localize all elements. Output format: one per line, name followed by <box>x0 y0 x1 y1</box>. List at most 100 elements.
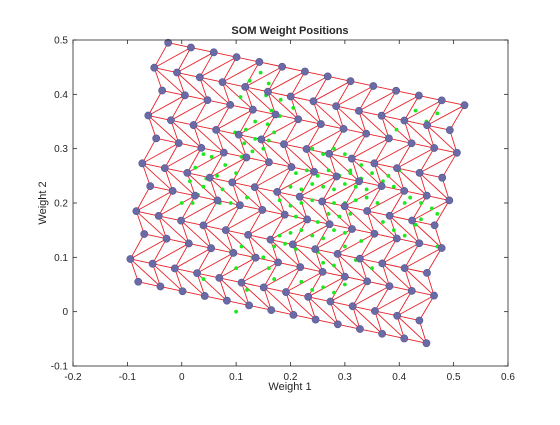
data-point <box>202 152 206 156</box>
data-point <box>359 163 363 167</box>
neuron-marker <box>310 168 317 175</box>
neuron-marker <box>296 193 303 200</box>
data-point <box>310 182 314 186</box>
neuron-marker <box>229 179 236 186</box>
data-point <box>244 128 248 132</box>
data-point <box>370 171 374 175</box>
neuron-marker <box>191 192 198 199</box>
neuron-marker <box>393 235 400 242</box>
neuron-marker <box>341 203 348 210</box>
data-point <box>259 71 263 75</box>
data-point <box>343 283 347 287</box>
neuron-marker <box>281 211 288 218</box>
neuron-marker <box>127 255 134 262</box>
neuron-marker <box>204 97 211 104</box>
data-point <box>327 212 331 216</box>
y-tick-label: 0.1 <box>54 253 68 264</box>
data-point <box>321 261 325 265</box>
data-point <box>261 147 265 151</box>
x-tick-label: 0.6 <box>501 372 515 383</box>
neuron-marker <box>295 116 302 123</box>
neuron-marker <box>163 235 170 242</box>
neuron-marker <box>423 269 430 276</box>
neuron-marker <box>169 187 176 194</box>
neuron-marker <box>431 222 438 229</box>
neuron-marker <box>289 241 296 248</box>
neuron-marker <box>235 131 242 138</box>
neuron-marker <box>149 260 156 267</box>
data-point <box>299 188 303 192</box>
data-point <box>229 201 233 205</box>
neuron-marker <box>378 182 385 189</box>
neuron-marker <box>200 222 207 229</box>
data-point <box>332 264 336 268</box>
neuron-marker <box>355 107 362 114</box>
neuron-marker <box>319 198 326 205</box>
data-point <box>343 152 347 156</box>
neuron-marker <box>274 259 281 266</box>
neuron-marker <box>243 154 250 161</box>
neuron-marker <box>133 208 140 215</box>
neuron-marker <box>198 144 205 151</box>
neuron-marker <box>408 287 415 294</box>
data-point <box>419 217 423 221</box>
data-point <box>240 245 244 249</box>
neuron-marker <box>282 288 289 295</box>
data-point <box>327 169 331 173</box>
data-point <box>242 141 246 145</box>
neuron-marker <box>305 293 312 300</box>
neuron-marker <box>341 273 348 280</box>
data-point <box>180 201 184 205</box>
data-point <box>348 212 352 216</box>
neuron-marker <box>159 87 166 94</box>
neuron-marker <box>301 68 308 75</box>
data-point <box>419 201 423 205</box>
data-point <box>202 185 206 189</box>
data-point <box>253 137 257 141</box>
neuron-marker <box>167 117 174 124</box>
data-point <box>316 220 320 224</box>
data-point <box>392 228 396 232</box>
neuron-marker <box>326 221 333 228</box>
data-point <box>299 280 303 284</box>
data-point <box>279 98 283 102</box>
data-point <box>321 152 325 156</box>
neuron-marker <box>251 184 258 191</box>
neuron-marker <box>151 64 158 71</box>
data-point <box>414 109 418 113</box>
neuron-marker <box>415 92 422 99</box>
neuron-marker <box>461 102 468 109</box>
neuron-marker <box>333 173 340 180</box>
neuron-marker <box>303 145 310 152</box>
neuron-marker <box>135 278 142 285</box>
neuron-marker <box>153 135 160 142</box>
x-tick-label: -0.2 <box>64 372 82 383</box>
neuron-marker <box>236 202 243 209</box>
data-point <box>289 231 293 235</box>
neuron-marker <box>349 303 356 310</box>
data-point <box>338 215 342 219</box>
data-point <box>321 285 325 289</box>
neuron-marker <box>222 227 229 234</box>
neuron-marker <box>438 97 445 104</box>
data-point <box>343 231 347 235</box>
neuron-marker <box>379 260 386 267</box>
x-tick-label: 0.4 <box>392 372 406 383</box>
neuron-marker <box>220 149 227 156</box>
data-point <box>239 95 243 99</box>
data-point <box>251 149 255 153</box>
neuron-marker <box>252 254 259 261</box>
data-point <box>332 228 336 232</box>
data-point <box>261 255 265 259</box>
neuron-marker <box>181 92 188 99</box>
neuron-marker <box>347 78 354 85</box>
neuron-marker <box>310 98 317 105</box>
neuron-marker <box>219 79 226 86</box>
data-point <box>291 106 295 110</box>
y-tick-label: 0.4 <box>54 90 68 101</box>
neuron-marker <box>233 54 240 61</box>
neuron-marker <box>401 117 408 124</box>
neuron-marker <box>416 240 423 247</box>
data-point <box>253 120 257 124</box>
